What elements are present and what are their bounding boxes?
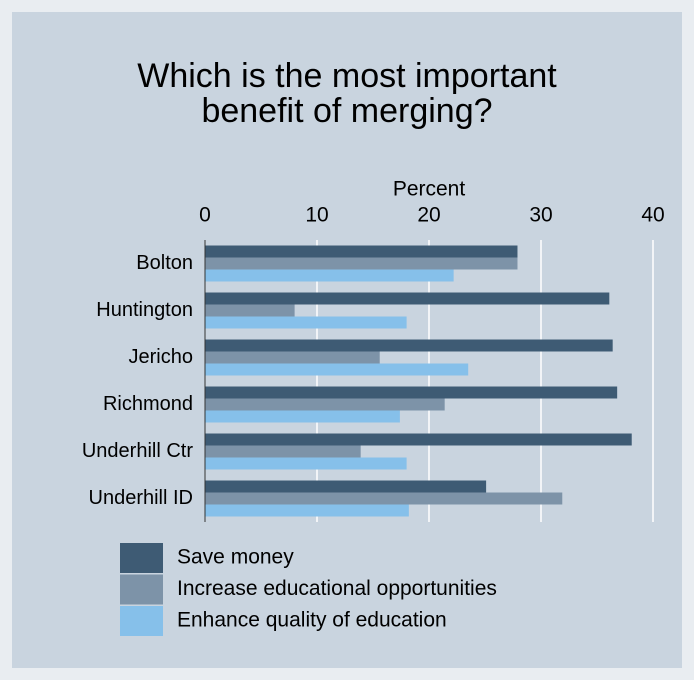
bar <box>205 398 445 411</box>
y-tick-label: Jericho <box>129 346 193 368</box>
bar <box>205 363 469 376</box>
legend-swatch <box>120 606 163 636</box>
legend-swatch <box>120 543 163 573</box>
x-tick-label: 30 <box>529 204 552 227</box>
bar <box>205 386 618 399</box>
bar <box>205 445 361 458</box>
bar <box>205 339 613 352</box>
bar <box>205 257 518 270</box>
x-axis-label: Percent <box>393 178 466 201</box>
y-tick-label: Underhill Ctr <box>82 440 193 462</box>
bar <box>205 292 610 305</box>
y-tick-label: Huntington <box>96 299 193 321</box>
bar <box>205 316 407 329</box>
x-tick-label: 0 <box>199 204 211 227</box>
bar <box>205 410 400 423</box>
chart-title: Which is the most important <box>137 57 557 95</box>
y-tick-label: Bolton <box>136 252 193 274</box>
x-tick-label: 40 <box>641 204 664 227</box>
bar <box>205 480 487 493</box>
bar <box>205 457 407 470</box>
y-tick-label: Richmond <box>103 393 193 415</box>
legend-label: Increase educational opportunities <box>177 577 497 600</box>
y-tick-label: Underhill ID <box>89 487 193 509</box>
legend-label: Save money <box>177 546 294 569</box>
legend-swatch <box>120 574 163 605</box>
bar <box>205 269 454 282</box>
bar <box>205 504 409 517</box>
bar <box>205 492 563 505</box>
bar <box>205 245 518 258</box>
bar <box>205 304 295 317</box>
chart-title: benefit of merging? <box>201 92 492 130</box>
bar <box>205 433 632 446</box>
bar <box>205 351 380 364</box>
x-tick-label: 20 <box>417 204 440 227</box>
x-tick-label: 10 <box>305 204 328 227</box>
legend-label: Enhance quality of education <box>177 609 447 632</box>
